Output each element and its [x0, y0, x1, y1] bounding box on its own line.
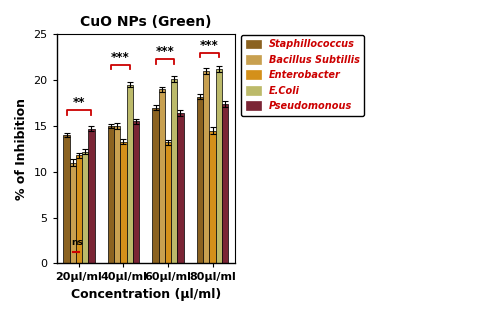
Bar	[126, 85, 133, 264]
Bar	[152, 108, 158, 264]
Bar	[76, 155, 82, 264]
Bar	[177, 113, 183, 264]
Text: ***: ***	[111, 51, 129, 64]
Text: ***: ***	[200, 39, 218, 52]
Bar	[171, 79, 177, 264]
Bar	[158, 89, 164, 264]
Bar	[63, 135, 70, 264]
Bar	[120, 142, 126, 264]
Bar	[203, 71, 209, 264]
Text: ***: ***	[155, 45, 174, 58]
Bar	[88, 129, 94, 264]
Text: ns: ns	[72, 238, 83, 247]
Bar	[108, 126, 114, 264]
Text: **: **	[73, 96, 85, 109]
Bar	[114, 126, 120, 264]
Bar	[209, 131, 215, 264]
X-axis label: Concentration (µl/ml): Concentration (µl/ml)	[71, 288, 220, 301]
Y-axis label: % of Inhibition: % of Inhibition	[15, 98, 28, 200]
Bar	[164, 143, 171, 264]
Bar	[82, 152, 88, 264]
Bar	[215, 69, 221, 264]
Title: CuO NPs (Green): CuO NPs (Green)	[80, 15, 211, 29]
Bar	[133, 121, 139, 264]
Bar	[221, 104, 227, 264]
Bar	[196, 97, 203, 264]
Legend: Staphillococcus, Bacillus Subtillis, Enterobacter, E.Coli, Pseudomonous: Staphillococcus, Bacillus Subtillis, Ent…	[241, 35, 364, 116]
Bar	[70, 163, 76, 264]
